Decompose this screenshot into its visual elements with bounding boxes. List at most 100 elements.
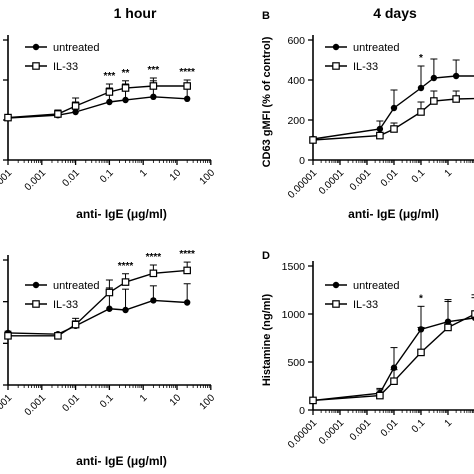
data-point [452,72,460,80]
data-point [71,102,80,110]
x-tick-label: 0.1 [98,392,116,410]
x-tick-label: 0.00001 [286,167,320,201]
x-tick-label: 0.01 [60,167,82,189]
x-axis-label: anti- IgE (μg/ml) [348,207,439,221]
data-point [105,88,114,96]
x-tick-label: 0.0001 [0,392,15,422]
legend-label: IL-33 [353,299,378,311]
legend-label: untreated [53,42,99,54]
data-point [430,74,438,82]
data-point [4,332,12,340]
x-tick-label: 0.0001 [0,167,15,197]
legend-label: untreated [353,280,399,292]
x-tick-label: 1 [138,167,150,179]
legend-item: IL-33 [25,299,78,311]
series-il-33 [309,90,474,144]
y-tick-label: 1500 [282,261,306,273]
x-tick-label: 10 [168,167,184,183]
data-point [4,113,12,122]
y-tick-label: 400 [287,75,305,87]
data-point [121,84,130,92]
data-point [417,84,425,92]
x-axis-label: anti- IgE (μg/ml) [76,454,167,468]
data-point [376,391,384,400]
series-line [7,96,188,119]
x-tick-label: 0.001 [348,417,374,443]
x-tick-label: 0.00001 [286,417,320,451]
significance-label: ** [122,68,130,79]
data-point [54,332,62,340]
significance-label: *** [104,71,116,82]
data-point [122,306,129,314]
x-tick-label: 10 [168,392,184,408]
x-tick-label: 1 [443,417,455,429]
data-point [471,310,474,318]
legend-marker [332,281,340,289]
legend-item: untreated [25,42,99,54]
data-point [106,305,113,312]
legend-marker [32,300,40,308]
data-point [183,95,191,103]
data-point [376,131,384,140]
data-point [390,125,398,133]
significance-label: * [419,53,423,64]
x-tick-label: 0.01 [60,392,82,414]
series-untreated [309,58,474,143]
data-point [390,377,398,386]
y-tick-label: 200 [287,115,305,127]
data-point [309,396,317,405]
data-point [309,136,317,144]
y-tick-label: 500 [287,357,305,369]
legend-label: IL-33 [53,61,78,73]
panel-c: 0.0001 0.001 0.01 0.1 1 10 100 anti- IgE (μg/ml… [0,249,217,468]
data-point [149,82,158,90]
panel-a: 0.0001 0.001 0.01 0.1 1 10 100 1 hour anti- IgE … [0,5,217,221]
x-tick-label: 0.001 [23,392,49,418]
data-point [183,266,191,275]
x-tick-label: 0.1 [410,417,428,435]
x-tick-label: 1 [138,392,150,404]
data-point [430,97,438,105]
data-point [417,108,425,116]
legend-item: untreated [25,280,99,292]
y-tick-label: 1000 [282,309,306,321]
legend-marker [332,43,340,51]
legend-marker [32,43,40,51]
data-point [452,95,460,103]
x-axis-label: anti- IgE (μg/ml) [76,207,167,221]
panel-letter: B [262,10,270,22]
legend-label: untreated [53,280,99,292]
series-line [312,313,474,402]
series-untreated [309,297,474,404]
significance-label: **** [179,249,195,260]
data-point [183,82,191,90]
legend-marker [32,281,40,289]
legend-item: untreated [325,280,399,292]
x-tick-label: 100 [198,167,218,187]
x-tick-label: 100 [198,392,218,412]
data-point [106,98,113,106]
legend-item: IL-33 [25,61,78,73]
legend-label: IL-33 [53,299,78,311]
y-axis-label: CD63 gMFI (% of control) [261,36,273,167]
y-axis-label: Histamine (ng/ml) [261,294,273,387]
data-point [54,110,62,118]
x-tick-label: 0.0001 [317,167,347,197]
chart-title: 4 days [373,5,417,21]
chart-title: 1 hour [114,5,157,21]
significance-label: *** [148,65,160,76]
legend-item: untreated [325,42,399,54]
data-point [149,269,158,278]
x-tick-label: 0.0001 [317,417,347,447]
significance-label: **** [146,252,162,263]
x-tick-label: 0.1 [410,167,428,185]
series-line [7,85,188,119]
data-point [122,96,129,104]
legend-marker [32,62,40,70]
x-tick-label: 0.001 [348,167,374,193]
data-point [444,323,452,332]
data-point [105,288,114,297]
